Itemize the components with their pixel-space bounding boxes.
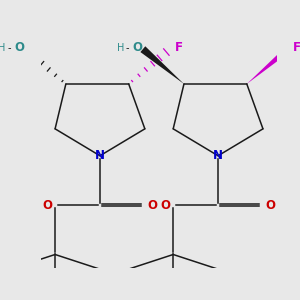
- Text: H: H: [117, 43, 124, 53]
- Text: -: -: [126, 43, 129, 53]
- Text: N: N: [95, 149, 105, 162]
- Polygon shape: [247, 46, 290, 84]
- Polygon shape: [140, 46, 184, 84]
- Text: O: O: [160, 199, 170, 212]
- Text: F: F: [175, 41, 183, 55]
- Text: O: O: [42, 199, 52, 212]
- Text: O: O: [148, 199, 158, 212]
- Text: N: N: [213, 149, 223, 162]
- Text: H: H: [0, 43, 6, 53]
- Text: O: O: [14, 41, 24, 55]
- Text: F: F: [293, 41, 300, 55]
- Text: O: O: [266, 199, 276, 212]
- Text: O: O: [132, 41, 142, 55]
- Text: -: -: [8, 43, 11, 53]
